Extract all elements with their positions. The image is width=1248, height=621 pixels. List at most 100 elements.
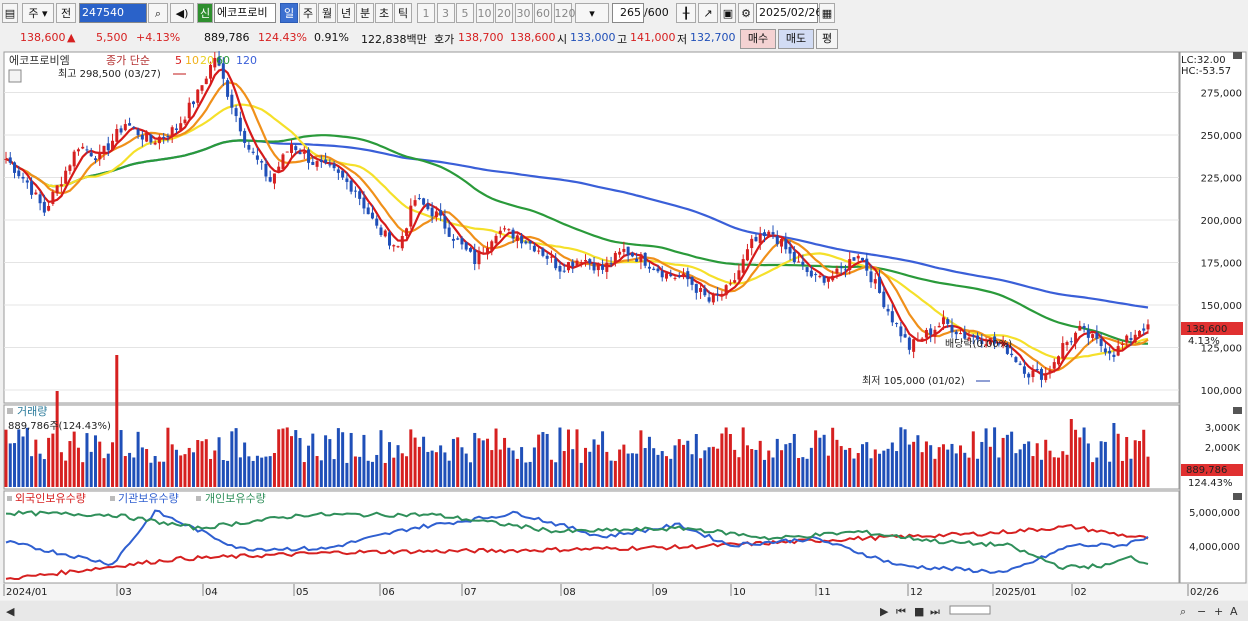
fast-forward-icon[interactable]: ⏭ <box>930 605 940 618</box>
period-button[interactable]: 주 <box>299 3 317 23</box>
minute-button[interactable]: 20 <box>495 3 513 23</box>
zoom-out-icon[interactable]: − <box>1197 605 1206 618</box>
candle-body <box>413 200 417 206</box>
volume-bar <box>370 461 374 487</box>
period-button[interactable]: 분 <box>356 3 374 23</box>
volume-bar <box>42 459 46 487</box>
candle-body <box>737 270 741 280</box>
period-button[interactable]: 틱 <box>394 3 412 23</box>
rewind-icon[interactable]: ⏮ <box>896 605 906 618</box>
minute-button[interactable]: 30 <box>514 3 533 23</box>
candle-body <box>128 123 132 126</box>
zoom-slider[interactable] <box>949 605 991 615</box>
candle-style-icon[interactable]: ╂ <box>676 3 696 23</box>
period-button[interactable]: 년 <box>337 3 355 23</box>
candle-body <box>451 238 455 241</box>
volume-bar <box>835 439 839 487</box>
market-select[interactable]: 주 ▾ <box>22 3 54 23</box>
candle-body <box>809 270 813 277</box>
volume-title: 거래량 <box>17 405 47 418</box>
panel-icon[interactable]: ▤ <box>2 3 18 23</box>
volume-bar <box>132 457 136 487</box>
code-input[interactable]: 247540 <box>79 3 147 23</box>
volume-bar <box>422 436 426 487</box>
candle-body <box>51 192 55 205</box>
zoom-icon[interactable]: ⌕ <box>1180 605 1186 618</box>
candle-body <box>311 161 315 165</box>
save-icon[interactable]: ▣ <box>720 3 736 23</box>
period-button[interactable]: 일 <box>280 3 298 23</box>
legend-foreign: 외국인보유수량 <box>15 492 86 505</box>
holdings-tick-label: 5,000,000 <box>1189 508 1240 519</box>
candle-body <box>477 250 481 265</box>
candle-body <box>1120 343 1124 345</box>
prev-button[interactable]: 전 <box>56 3 76 23</box>
period-button[interactable]: 초 <box>375 3 393 23</box>
minute-button[interactable]: 1 <box>417 3 435 23</box>
calendar-icon[interactable]: ▦ <box>819 3 835 23</box>
font-size-icon[interactable]: A <box>1230 605 1238 618</box>
candle-body <box>835 268 839 274</box>
volume-bar <box>626 453 630 487</box>
volume-bar <box>1116 433 1120 487</box>
zoom-in-icon[interactable]: + <box>1214 605 1223 618</box>
candle-body <box>30 181 34 195</box>
search-icon[interactable]: ⌕ <box>148 3 168 23</box>
holdings-panel-close-icon[interactable] <box>1233 493 1242 500</box>
interval-select[interactable]: ▾ <box>575 3 609 23</box>
candle-body <box>882 291 886 308</box>
crosshair-icon[interactable]: ↗ <box>698 3 718 23</box>
candle-body <box>716 293 720 295</box>
volume-panel-close-icon[interactable] <box>1233 407 1242 414</box>
volume-bar <box>545 433 549 487</box>
minute-button[interactable]: 3 <box>436 3 455 23</box>
volume-bar <box>737 457 741 487</box>
volume-bar <box>230 431 234 487</box>
stop-icon[interactable]: ■ <box>914 605 924 618</box>
gear-icon[interactable]: ⚙ <box>738 3 754 23</box>
play-icon[interactable]: ▶ <box>880 605 889 618</box>
volume-bar <box>1133 440 1137 487</box>
count-input[interactable]: 265 <box>612 3 644 23</box>
stock-name-field[interactable]: 에코프로비 <box>214 3 276 23</box>
minute-button[interactable]: 10 <box>475 3 494 23</box>
sell-button[interactable]: 매도 <box>778 29 814 49</box>
price-panel-close-icon[interactable] <box>1233 52 1242 59</box>
volume-bar <box>677 439 681 487</box>
volume-bar <box>157 461 161 487</box>
amount-value: 122,838백만 <box>361 33 427 46</box>
candle-body <box>848 259 852 271</box>
candle-body <box>1103 348 1107 353</box>
candle-body <box>319 159 323 163</box>
period-button[interactable]: 월 <box>318 3 336 23</box>
candle-body <box>302 151 306 154</box>
table-icon[interactable] <box>8 69 22 83</box>
buy-button[interactable]: 매수 <box>740 29 776 49</box>
volume-bar <box>622 444 626 487</box>
scroll-bar[interactable] <box>0 601 1248 621</box>
candle-body <box>251 151 255 153</box>
candle-body <box>25 180 29 183</box>
eval-button[interactable]: 평 <box>816 29 838 49</box>
volume-bar <box>1120 460 1124 487</box>
minute-button[interactable]: 120 <box>553 3 576 23</box>
candle-body <box>520 236 524 244</box>
speaker-icon[interactable]: ◀) <box>170 3 194 23</box>
holdings-marker3-icon <box>196 496 201 501</box>
volume-bar <box>324 435 328 487</box>
scroll-left-icon[interactable]: ◀ <box>6 605 15 618</box>
minute-button[interactable]: 60 <box>534 3 552 23</box>
candle-body <box>226 80 230 97</box>
candle-body <box>754 236 758 242</box>
candle-body <box>460 238 464 245</box>
minute-button[interactable]: 5 <box>456 3 474 23</box>
candle-body <box>711 294 715 303</box>
candle-body <box>443 216 447 229</box>
candle-body <box>1082 326 1086 329</box>
volume-bar <box>1112 423 1116 487</box>
candle-body <box>826 277 830 282</box>
candle-body <box>1035 369 1039 371</box>
volume-bar <box>549 459 553 487</box>
date-input[interactable]: 2025/02/26 <box>756 3 822 23</box>
volume-bar <box>123 456 127 487</box>
